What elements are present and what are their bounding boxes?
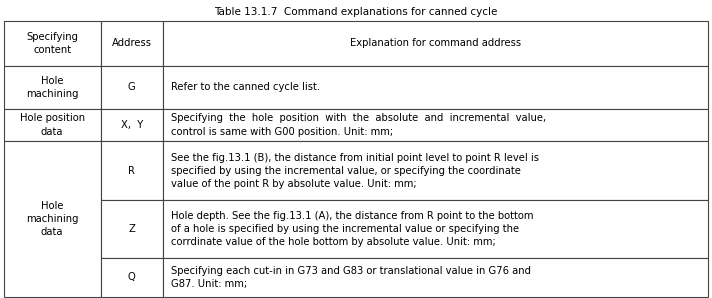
Bar bbox=[101, 108, 163, 142]
Text: Z: Z bbox=[128, 224, 135, 234]
Text: Refer to the canned cycle list.: Refer to the canned cycle list. bbox=[172, 82, 320, 92]
Bar bbox=[4, 66, 101, 108]
Text: See the fig.13.1 (B), the distance from initial point level to point R level is
: See the fig.13.1 (B), the distance from … bbox=[172, 153, 540, 189]
Text: Specifying
content: Specifying content bbox=[26, 32, 78, 55]
Text: Specifying  the  hole  position  with  the  absolute  and  incremental  value,
c: Specifying the hole position with the ab… bbox=[172, 114, 547, 136]
Text: Hole
machining
data: Hole machining data bbox=[26, 201, 78, 237]
Bar bbox=[101, 21, 163, 66]
Bar bbox=[163, 21, 708, 66]
Bar bbox=[101, 200, 163, 258]
Bar bbox=[101, 66, 163, 108]
Text: Hole position
data: Hole position data bbox=[20, 114, 85, 136]
Text: Specifying each cut-in in G73 and G83 or translational value in G76 and
G87. Uni: Specifying each cut-in in G73 and G83 or… bbox=[172, 266, 531, 289]
Bar bbox=[163, 142, 708, 200]
Bar bbox=[101, 142, 163, 200]
Text: G: G bbox=[128, 82, 136, 92]
Text: Hole
machining: Hole machining bbox=[26, 76, 78, 99]
Text: Hole depth. See the fig.13.1 (A), the distance from R point to the bottom
of a h: Hole depth. See the fig.13.1 (A), the di… bbox=[172, 211, 534, 247]
Bar bbox=[163, 66, 708, 108]
Text: Q: Q bbox=[128, 272, 136, 283]
Bar bbox=[4, 142, 101, 297]
Bar bbox=[4, 108, 101, 142]
Text: Address: Address bbox=[112, 38, 152, 48]
Bar bbox=[101, 258, 163, 297]
Text: R: R bbox=[128, 166, 135, 176]
Bar bbox=[163, 200, 708, 258]
Text: Table 13.1.7  Command explanations for canned cycle: Table 13.1.7 Command explanations for ca… bbox=[214, 7, 498, 18]
Text: Explanation for command address: Explanation for command address bbox=[350, 38, 521, 48]
Bar bbox=[163, 258, 708, 297]
Bar bbox=[163, 108, 708, 142]
Bar bbox=[4, 21, 101, 66]
Text: X,  Y: X, Y bbox=[121, 120, 143, 130]
